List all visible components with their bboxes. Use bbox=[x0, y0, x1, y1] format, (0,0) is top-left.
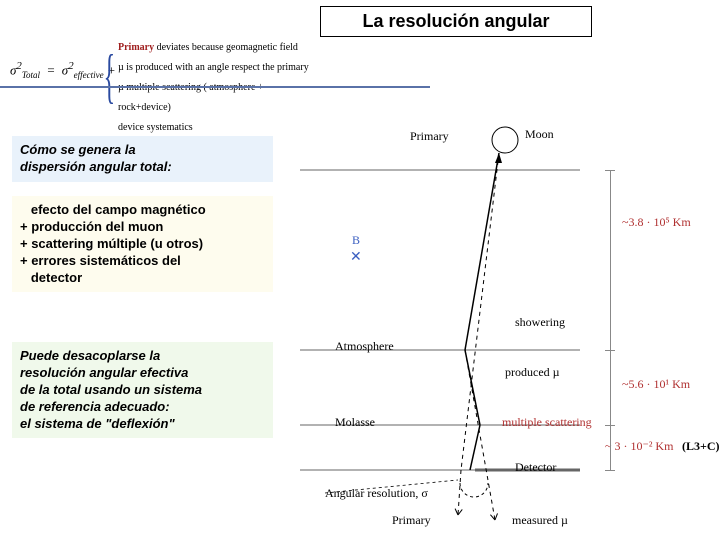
page-title: La resolución angular bbox=[320, 6, 592, 37]
scale-bracket bbox=[610, 425, 611, 470]
generation-heading-box: Cómo se genera la dispersión angular tot… bbox=[12, 136, 273, 182]
box3-line3: de la total usando un sistema bbox=[20, 382, 265, 399]
sigma-terms: Primary deviates because geomagnetic fie… bbox=[118, 38, 310, 138]
detector-label: Detector bbox=[515, 460, 556, 475]
divider bbox=[0, 86, 430, 88]
scale-3: ~ 3 · 10⁻² Km bbox=[605, 439, 673, 454]
molasse-label: Molasse bbox=[335, 415, 375, 430]
b-field-label: B bbox=[352, 233, 360, 248]
diagram-svg bbox=[280, 125, 715, 535]
box1-line1: Cómo se genera la bbox=[20, 142, 265, 159]
brace-icon: { bbox=[104, 36, 116, 116]
box2-line2: + producción del muon bbox=[20, 219, 265, 236]
box2-line3: + scattering múltiple (u otros) bbox=[20, 236, 265, 253]
primary-label: Primary bbox=[118, 42, 154, 53]
multiple-scattering-label: multiple scattering bbox=[502, 415, 592, 430]
moon-label: Moon bbox=[525, 127, 554, 142]
box3-line1: Puede desacoplarse la bbox=[20, 348, 265, 365]
produced-mu-label: produced µ bbox=[505, 365, 560, 380]
box2-line4: + errores sistemáticos del bbox=[20, 253, 265, 270]
term-mu-angle: µ is produced with an angle respect the … bbox=[118, 58, 310, 78]
scale-bracket bbox=[610, 350, 611, 425]
scale-bracket bbox=[610, 170, 611, 350]
box2-line5: detector bbox=[20, 270, 265, 287]
box3-line2: resolución angular efectiva bbox=[20, 365, 265, 382]
primary-top-label: Primary bbox=[410, 129, 449, 144]
scale-2: ~5.6 · 10¹ Km bbox=[622, 377, 690, 392]
showering-label: showering bbox=[515, 315, 565, 330]
geometry-diagram: Primary Moon B ✕ Atmosphere showering pr… bbox=[280, 125, 715, 535]
term-primary: Primary deviates because geomagnetic fie… bbox=[118, 38, 310, 58]
measured-mu-label: measured µ bbox=[512, 513, 568, 528]
term-mu-scatter: µ multiple scattering ( atmosphere + roc… bbox=[118, 78, 310, 118]
scale-3-note: (L3+C) bbox=[682, 439, 720, 454]
atmosphere-label: Atmosphere bbox=[335, 339, 394, 354]
b-cross-icon: ✕ bbox=[350, 249, 362, 266]
box1-line2: dispersión angular total: bbox=[20, 159, 265, 176]
box3-line4: de referencia adecuado: bbox=[20, 399, 265, 416]
contributions-box: efecto del campo magnético + producción … bbox=[12, 196, 273, 292]
box3-line5: el sistema de "deflexión" bbox=[20, 416, 265, 433]
sigma-formula-block: σ2Total = σ2effective + { Primary deviat… bbox=[0, 36, 310, 121]
scale-1: ~3.8 · 10⁵ Km bbox=[622, 215, 691, 230]
decouple-box: Puede desacoplarse la resolución angular… bbox=[12, 342, 273, 438]
scale-tick bbox=[605, 470, 615, 471]
primary-bottom-label: Primary bbox=[392, 513, 431, 528]
sigma-equation: σ2Total = σ2effective + bbox=[10, 60, 116, 80]
angular-resolution-label: Angular resolution, σ bbox=[325, 486, 428, 501]
box2-line1: efecto del campo magnético bbox=[20, 202, 265, 219]
